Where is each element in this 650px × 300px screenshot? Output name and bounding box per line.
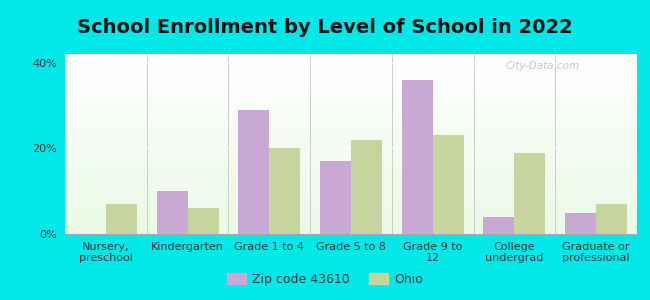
Text: School Enrollment by Level of School in 2022: School Enrollment by Level of School in … [77,18,573,37]
Bar [269,148,300,234]
Bar [596,204,627,234]
Bar [484,217,514,234]
Bar [402,80,433,234]
Bar [565,213,596,234]
Bar [514,153,545,234]
Bar [157,191,188,234]
Bar [320,161,351,234]
Legend: Zip code 43610, Ohio: Zip code 43610, Ohio [222,268,428,291]
Bar [239,110,269,234]
Bar [351,140,382,234]
Bar [433,135,463,234]
Bar [106,204,137,234]
Bar [188,208,218,234]
Text: City-Data.com: City-Data.com [506,61,580,71]
